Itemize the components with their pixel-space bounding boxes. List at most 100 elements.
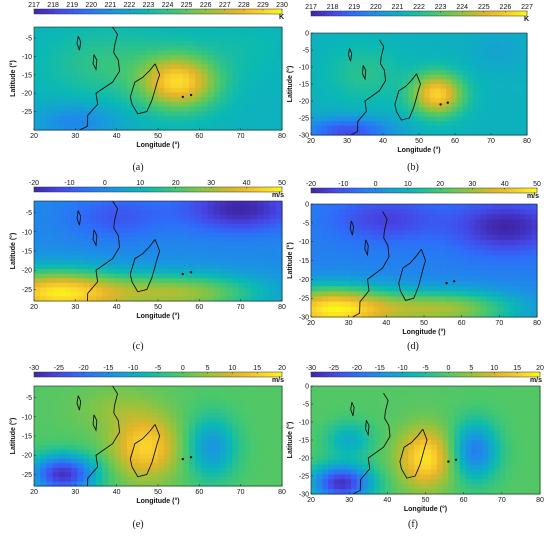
heatmap-cell (500, 74, 506, 80)
heatmap-cell (322, 454, 329, 461)
heatmap-cell (531, 306, 538, 313)
heatmap-cell (46, 422, 54, 428)
heatmap-cell (275, 291, 283, 298)
heatmap-cell (220, 83, 227, 89)
heatmap-cell (500, 93, 506, 99)
heatmap-cell (407, 219, 414, 226)
heatmap-cell (145, 440, 153, 446)
colorbar-tick-label: 40 (501, 181, 509, 188)
heatmap-cell (226, 120, 233, 126)
heatmap-cell (456, 125, 463, 131)
heatmap-cell (120, 201, 128, 207)
heatmap-cell (408, 60, 415, 67)
heatmap-cell (407, 306, 414, 313)
heatmap-cell (386, 60, 393, 67)
heatmap-cell (338, 130, 344, 136)
heatmap-cell (71, 390, 78, 396)
heatmap-cell (269, 125, 277, 131)
heatmap-cell (381, 46, 388, 53)
heatmap-cell (226, 426, 233, 433)
heatmap-cell (114, 45, 122, 52)
heatmap-cell (494, 102, 501, 108)
heatmap-cell (65, 50, 72, 56)
heatmap-cell (381, 84, 388, 90)
heatmap-cell (257, 64, 264, 70)
heatmap-cell (65, 73, 72, 80)
heatmap-cell (151, 201, 159, 207)
heatmap-cell (500, 116, 506, 122)
colorbar-tick-label: 225 (478, 4, 490, 11)
heatmap-cell (378, 245, 386, 251)
heatmap-cell (345, 415, 352, 421)
heatmap-cell (354, 130, 361, 136)
coastline (349, 211, 456, 317)
heatmap-cell (71, 269, 78, 275)
heatmap-cell (52, 395, 60, 401)
heatmap-cell (65, 436, 72, 442)
heatmap-cell (514, 260, 521, 267)
heatmap-cell (322, 234, 329, 241)
heatmap-cell (486, 239, 493, 246)
heatmap-cell (34, 223, 41, 229)
heatmap-cell (435, 65, 442, 71)
heatmap-cell (351, 435, 358, 441)
heatmap-cell (139, 50, 147, 56)
heatmap-cell (338, 79, 344, 85)
heatmap-cell (201, 92, 209, 98)
heatmap-cell (275, 440, 283, 446)
heatmap-cell (232, 64, 240, 70)
heatmap-cell (413, 79, 420, 85)
heatmap-cell (373, 311, 380, 318)
heatmap-cell (220, 417, 227, 423)
heatmap-cell (397, 125, 404, 131)
heatmap-cell (207, 264, 215, 270)
heatmap-cell (457, 270, 465, 277)
heatmap-cell (133, 445, 140, 451)
heatmap-cell (158, 291, 165, 298)
heatmap-cell (102, 205, 109, 211)
heatmap-cell (201, 201, 209, 207)
heatmap-cell (269, 219, 277, 225)
heatmap-cell (275, 69, 283, 75)
heatmap-cell (345, 420, 352, 426)
heatmap-cell (257, 390, 264, 396)
heatmap-cell (108, 214, 116, 220)
heatmap-cell (133, 417, 140, 423)
heatmap-cell (77, 101, 85, 108)
heatmap-cell (238, 210, 246, 216)
heatmap-cell (220, 50, 227, 56)
heatmap-cell (176, 255, 184, 261)
y-tick-label: -25 (299, 296, 309, 303)
heatmap-cell (108, 115, 116, 122)
heatmap-cell (407, 301, 414, 308)
heatmap-cell (435, 281, 442, 287)
heatmap-cell (424, 296, 431, 303)
heatmap-cell (402, 386, 409, 392)
heatmap-cell (412, 255, 419, 262)
heatmap-cell (102, 269, 109, 275)
heatmap-cell (77, 291, 85, 298)
heatmap-cells (34, 386, 283, 487)
heatmap-cell (164, 260, 171, 266)
heatmap-cell (238, 232, 246, 238)
heatmap-cell (435, 265, 442, 272)
heatmap-cell (89, 454, 97, 460)
heatmap-cell (77, 287, 85, 293)
heatmap-cell (474, 265, 482, 272)
heatmap-cell (491, 204, 499, 210)
heatmap-cell (220, 386, 227, 392)
heatmap-cell (96, 97, 103, 103)
heatmap-cell (89, 111, 97, 117)
heatmap-cell (343, 65, 350, 71)
heatmap-cell (401, 255, 408, 262)
heatmap-cell (244, 87, 252, 94)
heatmap-cell (362, 479, 369, 485)
heatmap-cell (89, 41, 97, 47)
heatmap-cell (195, 278, 202, 284)
heatmap-cell (322, 400, 329, 407)
heatmap-cell (311, 33, 317, 39)
heatmap-cell (322, 420, 329, 426)
heatmap-cell (176, 214, 184, 220)
heatmap-cell (257, 237, 264, 243)
heatmap-cell (412, 245, 419, 251)
